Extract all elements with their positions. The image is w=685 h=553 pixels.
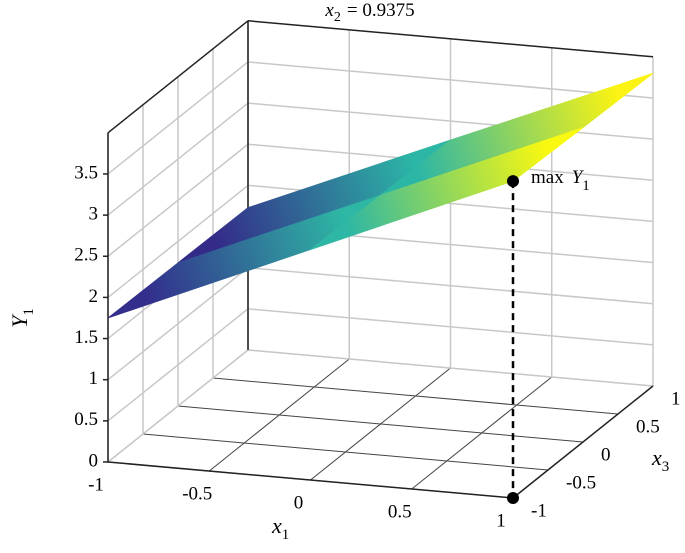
y-tick-label: 2.5: [74, 245, 98, 266]
grid-line: [247, 308, 654, 346]
max-var: Y: [572, 168, 585, 189]
chart-title: x2 = 0.9375: [324, 0, 414, 25]
x3-tick-label: 1: [671, 388, 681, 409]
grid-line: [107, 267, 249, 381]
axis-line: [107, 20, 249, 134]
y-tick-label: 1: [89, 368, 99, 389]
y-tick-label: 0.5: [74, 409, 98, 430]
y-label-var: Y: [7, 313, 32, 328]
surface-patch: [310, 127, 584, 250]
max-sub: 1: [582, 179, 590, 195]
y-label-sub: 1: [21, 308, 37, 316]
grid-line: [107, 184, 249, 298]
axis-line: [512, 385, 654, 499]
y-tick-label: 1.5: [74, 327, 98, 348]
y-axis-label: Y1: [7, 308, 37, 328]
x-label-sub: 1: [282, 527, 290, 543]
x3-tick-label: 0: [601, 444, 611, 465]
x-tick-label: 0.5: [388, 501, 412, 522]
axis-line: [107, 461, 514, 499]
title-rest: = 0.9375: [347, 0, 415, 21]
grid-line: [107, 143, 249, 257]
x-tick-label: -0.5: [182, 483, 212, 504]
x-axis-label: x1: [271, 513, 289, 543]
x3-tick-label: 0.5: [636, 416, 660, 437]
x-label-var: x: [271, 513, 282, 538]
y-tick-label: 0: [89, 450, 99, 471]
x-tick-label: 1: [496, 510, 506, 531]
max-point: [507, 175, 519, 188]
x3-axis-label: x3: [651, 445, 669, 475]
title-var: x: [324, 0, 334, 21]
grid-line: [247, 349, 654, 387]
axis-line: [247, 20, 654, 58]
y-tick-label: 3: [89, 203, 99, 224]
max-label: max Y1: [531, 168, 590, 195]
x-tick-label: -1: [88, 474, 104, 495]
grid-line: [107, 349, 249, 463]
grid-line: [247, 61, 654, 99]
y-tick-label: 2: [89, 286, 99, 307]
grid-line: [107, 61, 249, 175]
max-foot: [507, 492, 519, 504]
x3-label-sub: 3: [662, 459, 670, 475]
grid-line: [247, 266, 654, 305]
y-tick-label: 3.5: [74, 162, 98, 183]
grid-line: [107, 102, 249, 216]
grid-line: [177, 405, 584, 443]
grid-line: [247, 102, 654, 140]
x3-tick-label: -0.5: [566, 472, 596, 493]
max-text: max: [531, 168, 564, 189]
x-tick-label: 0: [294, 492, 304, 513]
grid-line: [107, 308, 249, 422]
title-sub: 2: [334, 10, 341, 25]
x3-tick-label: -1: [531, 500, 547, 521]
grid-line: [212, 377, 619, 415]
grid-line: [142, 433, 549, 471]
x3-label-var: x: [651, 445, 662, 470]
